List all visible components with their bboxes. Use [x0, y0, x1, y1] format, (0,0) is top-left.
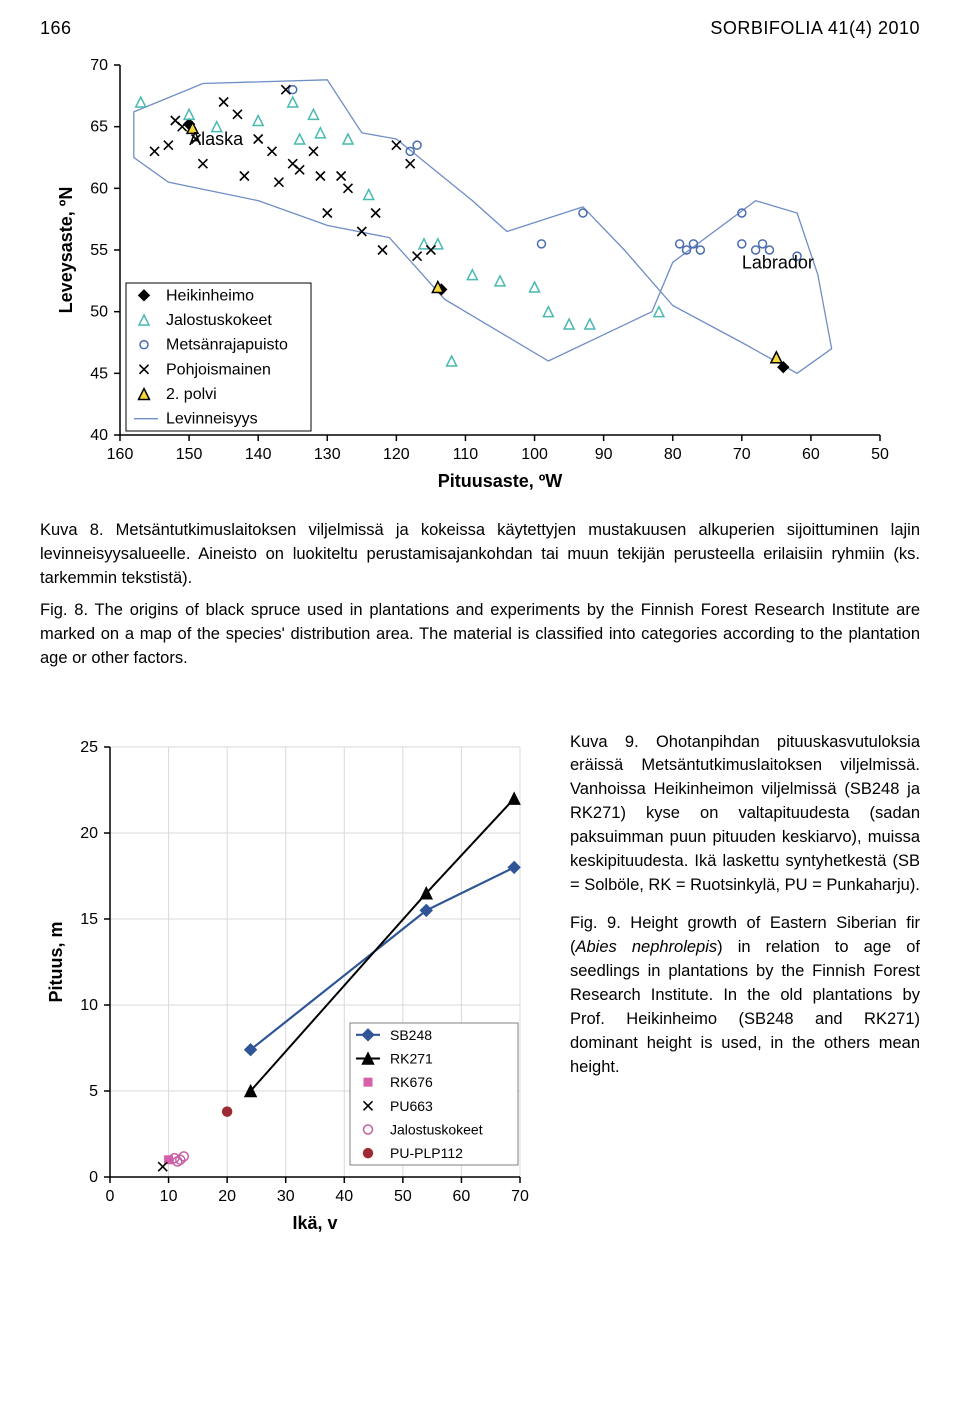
svg-text:Pituusaste, ºW: Pituusaste, ºW	[438, 471, 563, 491]
svg-text:Labrador: Labrador	[742, 253, 814, 273]
svg-text:RK271: RK271	[390, 1050, 433, 1066]
svg-text:15: 15	[80, 911, 98, 928]
figure-8-caption-en: Fig. 8. The origins of black spruce used…	[40, 599, 920, 671]
svg-text:Pituus, m: Pituus, m	[46, 921, 66, 1002]
svg-text:50: 50	[90, 304, 108, 321]
svg-text:40: 40	[335, 1188, 353, 1205]
svg-text:65: 65	[90, 119, 108, 136]
svg-text:Heikinheimo: Heikinheimo	[166, 287, 254, 304]
svg-text:Pohjoismainen: Pohjoismainen	[166, 361, 271, 378]
svg-text:50: 50	[394, 1188, 412, 1205]
svg-text:Metsänrajapuisto: Metsänrajapuisto	[166, 337, 288, 354]
svg-text:Jalostuskokeet: Jalostuskokeet	[166, 312, 272, 329]
svg-text:20: 20	[80, 825, 98, 842]
svg-text:120: 120	[383, 446, 410, 463]
svg-text:Leveysaste, ºN: Leveysaste, ºN	[56, 187, 76, 314]
svg-text:150: 150	[176, 446, 203, 463]
svg-text:70: 70	[511, 1188, 529, 1205]
svg-text:130: 130	[314, 446, 341, 463]
svg-text:50: 50	[871, 446, 889, 463]
svg-text:RK676: RK676	[390, 1074, 433, 1090]
figure-8-caption-fi: Kuva 8. Metsäntutkimuslaitoksen viljelmi…	[40, 519, 920, 591]
svg-text:160: 160	[107, 446, 134, 463]
figure-9-caption-en: Fig. 9. Height growth of Eastern Siberia…	[570, 912, 920, 1079]
svg-text:60: 60	[453, 1188, 471, 1205]
page-header: 166 SORBIFOLIA 41(4) 2010	[40, 18, 920, 39]
svg-text:20: 20	[218, 1188, 236, 1205]
svg-text:SB248: SB248	[390, 1026, 432, 1042]
svg-text:30: 30	[277, 1188, 295, 1205]
journal-ref: SORBIFOLIA 41(4) 2010	[710, 18, 920, 39]
svg-text:60: 60	[90, 180, 108, 197]
svg-text:PU663: PU663	[390, 1097, 433, 1113]
svg-text:40: 40	[90, 427, 108, 444]
svg-text:90: 90	[595, 446, 613, 463]
svg-text:45: 45	[90, 365, 108, 382]
figure-9-caption: Kuva 9. Ohotanpihdan pituuskasvutuloksia…	[570, 731, 920, 1080]
svg-text:70: 70	[90, 57, 108, 74]
svg-text:55: 55	[90, 242, 108, 259]
svg-text:10: 10	[80, 997, 98, 1014]
figure-8-chart: 160 150 140 130 120 110 100 90 80 70 60 50 40 45 50 55 6…	[40, 47, 920, 507]
svg-text:2. polvi: 2. polvi	[166, 386, 217, 403]
svg-text:Ikä, v: Ikä, v	[292, 1213, 337, 1233]
svg-text:Jalostuskokeet: Jalostuskokeet	[390, 1121, 483, 1137]
svg-text:80: 80	[664, 446, 682, 463]
svg-text:PU-PLP112: PU-PLP112	[390, 1145, 463, 1161]
svg-text:140: 140	[245, 446, 272, 463]
svg-text:100: 100	[521, 446, 548, 463]
svg-text:0: 0	[89, 1169, 98, 1186]
svg-text:10: 10	[160, 1188, 178, 1205]
svg-text:Alaska: Alaska	[189, 129, 244, 149]
figure-9-caption-fi: Kuva 9. Ohotanpihdan pituuskasvutuloksia…	[570, 731, 920, 898]
svg-text:70: 70	[733, 446, 751, 463]
figure-9-chart: 0 10 20 30 40 50 60 70 0 5 10 15 20 25 Ikä, v Pituus, m…	[40, 731, 540, 1251]
svg-text:25: 25	[80, 739, 98, 756]
svg-text:110: 110	[453, 446, 479, 463]
svg-text:60: 60	[802, 446, 820, 463]
page-number: 166	[40, 18, 72, 39]
svg-text:0: 0	[106, 1188, 115, 1205]
svg-text:5: 5	[89, 1083, 98, 1100]
svg-text:Levinneisyys: Levinneisyys	[166, 411, 258, 428]
